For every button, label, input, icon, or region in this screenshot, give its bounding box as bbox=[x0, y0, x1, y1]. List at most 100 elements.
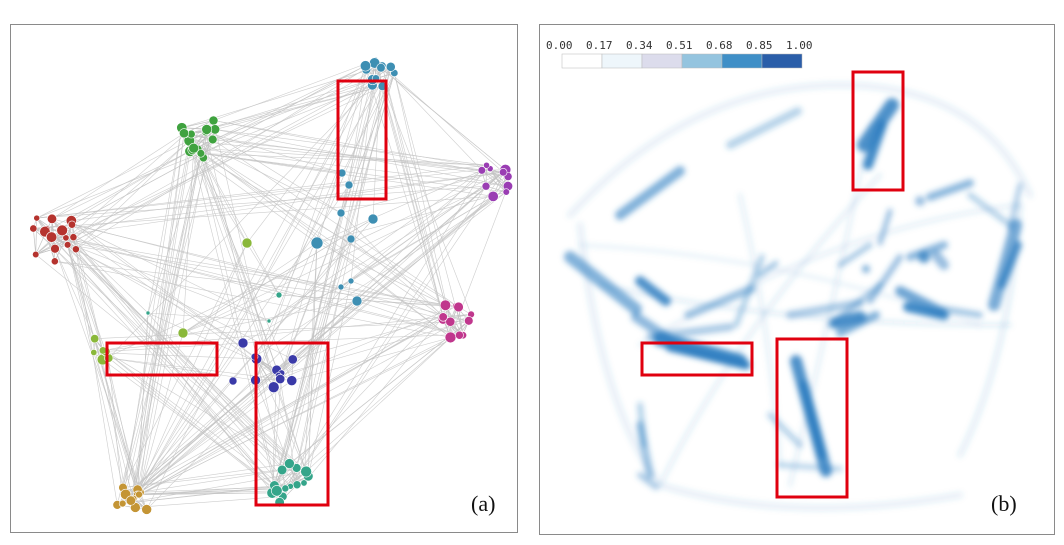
graph-edge bbox=[33, 196, 494, 229]
graph-edge bbox=[139, 342, 244, 493]
graph-edge bbox=[36, 164, 487, 219]
graph-edge bbox=[381, 65, 483, 171]
graph-edge bbox=[279, 186, 487, 503]
graph-edge bbox=[281, 60, 376, 470]
graph-node bbox=[287, 354, 298, 365]
graph-edge bbox=[71, 224, 469, 322]
graph-edge bbox=[139, 467, 297, 493]
density-bundle bbox=[906, 241, 948, 261]
graph-node bbox=[455, 330, 464, 340]
graph-node bbox=[310, 236, 324, 250]
colorbar-bin bbox=[761, 53, 803, 69]
graph-edge bbox=[102, 171, 504, 360]
graph-edge bbox=[356, 300, 460, 336]
graph-edge bbox=[65, 237, 280, 296]
density-bundle bbox=[733, 254, 765, 328]
graph-edge bbox=[33, 228, 464, 336]
graph-edge bbox=[75, 140, 190, 250]
graph-edge bbox=[290, 172, 504, 487]
graph-edge bbox=[94, 321, 451, 339]
graph-edge bbox=[133, 151, 191, 499]
graph-edge bbox=[67, 244, 297, 469]
graph-edge bbox=[292, 316, 444, 360]
graph-edge bbox=[137, 66, 392, 495]
graph-edge bbox=[276, 337, 451, 492]
graph-node bbox=[351, 295, 363, 307]
graph-node bbox=[46, 213, 58, 224]
graph-node bbox=[367, 213, 379, 225]
graph-edge bbox=[340, 169, 506, 214]
colorbar-tick: 0.17 bbox=[586, 39, 613, 52]
density-bundle bbox=[830, 311, 866, 329]
graph-edge bbox=[350, 238, 451, 322]
graph-edge bbox=[93, 352, 257, 360]
graph-edge bbox=[71, 147, 194, 221]
graph-edge bbox=[71, 59, 376, 225]
graph-edge bbox=[71, 224, 270, 322]
graph-edge bbox=[105, 342, 244, 352]
graph-node bbox=[487, 190, 499, 202]
graph-edge bbox=[291, 333, 464, 381]
graph-edge bbox=[280, 305, 457, 380]
graph-node bbox=[481, 181, 491, 191]
graph-edge bbox=[130, 69, 367, 501]
graph-edge bbox=[271, 66, 392, 493]
density-bundle bbox=[637, 472, 659, 490]
graph-node bbox=[477, 166, 486, 175]
graph-node bbox=[346, 234, 356, 244]
graph-edge bbox=[271, 373, 282, 493]
graph-edge bbox=[382, 86, 451, 322]
graph-edge bbox=[36, 153, 201, 219]
graph-node bbox=[464, 316, 474, 326]
graph-edge bbox=[279, 72, 395, 380]
graph-edge bbox=[316, 191, 507, 244]
graph-edge bbox=[190, 150, 343, 174]
density-bundles bbox=[564, 81, 1033, 511]
graph-edge bbox=[203, 157, 280, 296]
graph-edge bbox=[350, 79, 373, 282]
graph-edge bbox=[274, 72, 395, 486]
graph-edge bbox=[394, 72, 451, 322]
density-bundle bbox=[665, 342, 751, 370]
graph-node bbox=[237, 337, 249, 349]
graph-node bbox=[46, 231, 58, 243]
graph-edge bbox=[281, 72, 395, 471]
density-bundle bbox=[757, 260, 779, 278]
graph-edge bbox=[54, 248, 147, 510]
graph-edge bbox=[73, 65, 383, 238]
highlight-boxes-b bbox=[640, 70, 905, 499]
graph-node bbox=[177, 327, 189, 339]
graph-node bbox=[385, 61, 396, 72]
graph-edge bbox=[65, 237, 136, 508]
graph-edge bbox=[278, 294, 459, 308]
graph-node bbox=[276, 464, 288, 476]
graph-edge bbox=[242, 196, 494, 344]
graph-edge bbox=[105, 351, 297, 469]
graph-edge bbox=[61, 230, 149, 314]
density-node bbox=[862, 265, 870, 273]
graph-edge bbox=[182, 294, 280, 334]
graph-edge bbox=[65, 85, 383, 239]
colorbar-tick: 0.85 bbox=[746, 39, 773, 52]
graph-edge bbox=[139, 133, 185, 493]
graph-node bbox=[118, 499, 127, 508]
colorbar-bin bbox=[721, 53, 763, 69]
graph-edge bbox=[189, 140, 446, 306]
density-bundle bbox=[786, 299, 864, 319]
graph-edge bbox=[278, 169, 506, 376]
graph-edge bbox=[122, 471, 307, 504]
density-bundle bbox=[658, 173, 882, 487]
graph-edge bbox=[193, 147, 487, 166]
graph-edge bbox=[185, 133, 509, 177]
graph-edge bbox=[197, 149, 307, 472]
density-bundle bbox=[726, 107, 802, 149]
graph-edge bbox=[246, 65, 383, 244]
graph-edge bbox=[51, 236, 270, 322]
graph-edge bbox=[212, 139, 504, 173]
graph-node bbox=[444, 331, 457, 344]
graph-edge bbox=[374, 62, 472, 315]
graph-edge bbox=[197, 149, 281, 380]
graph-edge bbox=[93, 352, 138, 495]
graph-node bbox=[72, 245, 80, 254]
density-bundle bbox=[598, 283, 1012, 327]
